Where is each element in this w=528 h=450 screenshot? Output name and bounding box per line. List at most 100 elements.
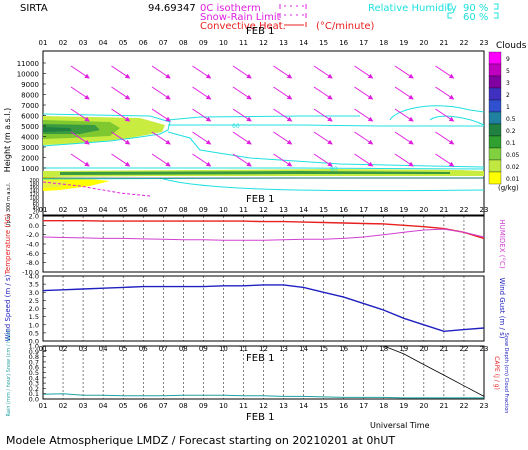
hour-ticks-top: 01 02 03 04 05 06 07 08 09 10 11 12 13 14 15 16 17 18 19 20… bbox=[39, 39, 489, 47]
rain-line bbox=[42, 393, 484, 399]
hour-label: 12 bbox=[259, 402, 268, 410]
hour-label: 19 bbox=[399, 402, 408, 410]
wind-arrow bbox=[70, 153, 90, 167]
wind-arrow bbox=[313, 131, 333, 145]
hour-labels-1: 01 02 03 04 05 06 07 08 09 10 11 12 13 14 15 16 17 18 19 20… bbox=[39, 206, 489, 214]
ytick-label: 0.5 bbox=[29, 329, 39, 337]
cloud-ytick-label: 8000 bbox=[21, 92, 39, 100]
wind-arrow bbox=[151, 153, 171, 167]
hour-label: 16 bbox=[339, 206, 348, 214]
hour-label: 10 bbox=[219, 345, 228, 353]
hour-label: 17 bbox=[359, 345, 368, 353]
colorbar-label: 0.02 bbox=[506, 164, 520, 171]
hour-label-top: 08 bbox=[179, 39, 188, 47]
humidex-ylabel: HUMIDEX (°C) bbox=[498, 219, 506, 268]
hour-label: 05 bbox=[119, 345, 128, 353]
hour-label: 15 bbox=[319, 402, 328, 410]
wind-arrow bbox=[273, 108, 293, 122]
hour-label: 22 bbox=[459, 206, 468, 214]
date-top: FEB 1 bbox=[246, 26, 274, 37]
ytick-label: -8.0 bbox=[26, 259, 39, 267]
ytick-label: 0.9 bbox=[29, 348, 39, 356]
wind-arrow bbox=[273, 65, 293, 79]
hour-label: 08 bbox=[179, 345, 188, 353]
wind-arrow bbox=[192, 108, 212, 122]
hour-label-top: 20 bbox=[419, 39, 428, 47]
ytick-label: 3.5 bbox=[29, 281, 39, 289]
hour-label: 06 bbox=[139, 206, 148, 214]
colorbar-label: 2 bbox=[506, 92, 510, 99]
hour-label: 20 bbox=[419, 206, 428, 214]
hour-label-top: 02 bbox=[59, 39, 68, 47]
ytick-label: 0.2 bbox=[29, 385, 39, 393]
hour-label: 11 bbox=[239, 206, 248, 214]
colorbar-swatch bbox=[488, 63, 502, 77]
wind-arrow bbox=[151, 131, 171, 145]
cloud-ytick-label-low: 140 bbox=[29, 189, 39, 195]
temperature-line bbox=[43, 219, 485, 240]
hour-label: 21 bbox=[439, 206, 448, 214]
legend-snow-rain: Snow-Rain Limit bbox=[200, 12, 281, 23]
wind-arrow bbox=[151, 108, 171, 122]
hour-label: 01 bbox=[39, 206, 48, 214]
hour-label: 08 bbox=[179, 402, 188, 410]
colorbar-swatch bbox=[488, 51, 502, 65]
colorbar-swatch bbox=[488, 123, 502, 137]
hour-label: 07 bbox=[159, 206, 168, 214]
legend-convective: Convective Heat. bbox=[200, 21, 286, 32]
wind-arrow bbox=[394, 153, 414, 167]
wind-arrow bbox=[273, 86, 293, 100]
legend-rh: Relative Humidity bbox=[368, 3, 457, 14]
hour-label: 22 bbox=[459, 402, 468, 410]
cloud-ytick-label-low: 20 bbox=[33, 210, 39, 216]
cloud-ytick-label: 9000 bbox=[21, 81, 39, 89]
ytick-label: 0.1 bbox=[29, 390, 39, 398]
colorbar-swatch bbox=[488, 87, 502, 101]
cloud-ylabel-low: Up to 300 m a.s.l. bbox=[6, 182, 12, 227]
ytick-label: -4.0 bbox=[26, 241, 39, 249]
precip-y-ticks: 1.00.90.80.70.60.50.40.30.20.10.0 bbox=[29, 343, 46, 404]
cloud-ytick-label-low: 80 bbox=[33, 199, 39, 205]
hour-label: 13 bbox=[279, 345, 288, 353]
hour-label-top: 21 bbox=[439, 39, 448, 47]
hour-label-top: 10 bbox=[219, 39, 228, 47]
wind-arrow bbox=[354, 86, 374, 100]
hour-label: 01 bbox=[39, 402, 48, 410]
legend-rh-60: 60 % bbox=[463, 12, 488, 23]
wind-arrows bbox=[70, 65, 455, 167]
wind-arrow bbox=[111, 153, 131, 167]
hour-label: 03 bbox=[79, 402, 88, 410]
temp-grid bbox=[62, 216, 465, 272]
cloud-field bbox=[43, 116, 484, 191]
precip-grid bbox=[62, 346, 465, 399]
hour-label: 04 bbox=[99, 206, 108, 214]
ytick-label: 0.4 bbox=[29, 374, 39, 382]
wind-arrow bbox=[111, 108, 131, 122]
hour-label: 16 bbox=[339, 345, 348, 353]
hour-label: 17 bbox=[359, 402, 368, 410]
wind-arrow bbox=[70, 65, 90, 79]
hour-label-top: 04 bbox=[99, 39, 108, 47]
hour-label: 03 bbox=[79, 206, 88, 214]
footer-title: Modele Atmospherique LMDZ / Forecast sta… bbox=[6, 434, 395, 447]
wind-arrow bbox=[232, 108, 252, 122]
wind-arrow bbox=[354, 65, 374, 79]
hour-label: 18 bbox=[379, 402, 388, 410]
wind-arrow bbox=[232, 86, 252, 100]
colorbar-swatch bbox=[488, 99, 502, 113]
colorbar-swatch bbox=[488, 135, 502, 149]
ytick-label: 0.7 bbox=[29, 358, 39, 366]
colorbar-label: 5 bbox=[506, 68, 510, 75]
wind-arrow bbox=[313, 108, 333, 122]
hour-label: 17 bbox=[359, 206, 368, 214]
cloud-ytick-label: 3000 bbox=[21, 144, 39, 152]
hour-label: 07 bbox=[159, 345, 168, 353]
wind-arrow bbox=[232, 65, 252, 79]
hour-label-top: 18 bbox=[379, 39, 388, 47]
ytick-label: 0.0 bbox=[29, 338, 39, 346]
hour-label: 21 bbox=[439, 345, 448, 353]
hour-label: 23 bbox=[480, 402, 489, 410]
hour-label: 20 bbox=[419, 345, 428, 353]
cloud-ylabel: Height (m a.s.l.) bbox=[3, 108, 12, 173]
